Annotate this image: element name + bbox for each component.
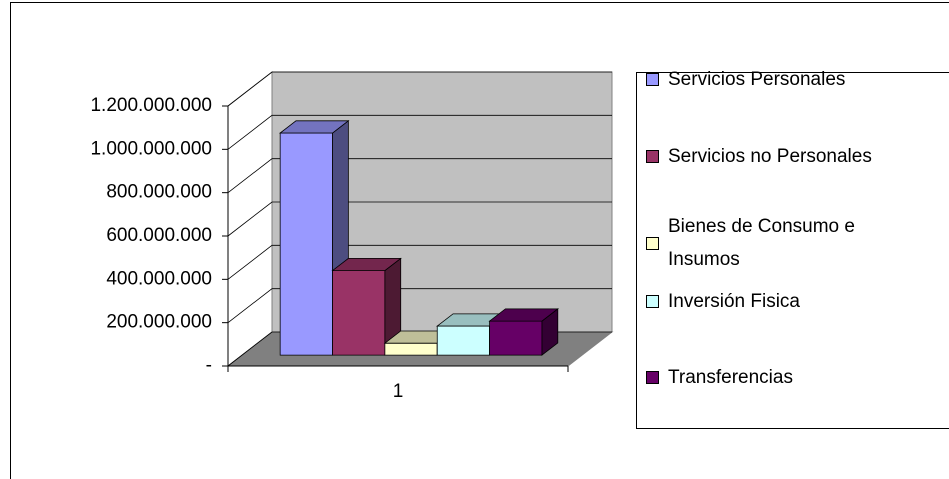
y-tick-label: 1.000.000.000 [90,138,212,159]
legend-label: Bienes de Consumo e Insumos [668,216,855,270]
bar-front [384,342,438,356]
legend-box [636,72,949,429]
grid-line [227,71,612,107]
legend-swatch [646,150,659,163]
y-tick-label: 800.000.000 [106,182,212,203]
bar-top [331,257,402,272]
legend-swatch [646,371,659,384]
bar-front [436,325,491,356]
legend-swatch [646,73,659,86]
bar-top [488,308,559,322]
legend-swatch [646,237,659,250]
legend-label: Inversión Fisica [668,291,800,312]
grid-line [227,288,612,323]
bar [488,308,559,356]
legend-label: Transferencias [668,367,793,388]
legend-swatch [646,295,659,308]
y-tick-label: - [206,355,212,376]
y-tick-label: 1.200.000.000 [90,95,212,116]
grid-line [227,244,612,280]
x-tick-label: 1 [393,381,404,402]
y-tick-label: 400.000.000 [106,268,212,289]
grid-line [227,158,612,193]
bar-front [489,320,543,356]
legend-label: Servicios Personales [668,69,845,90]
bar [331,257,402,356]
grid-line [227,114,612,150]
grid-line [227,201,612,237]
y-tick-label: 200.000.000 [106,312,212,333]
y-tick-label: 600.000.000 [106,225,212,246]
bar-front [332,270,386,356]
bar-top [278,120,350,134]
legend-label: Servicios no Personales [668,146,872,167]
bar-front [279,132,333,356]
